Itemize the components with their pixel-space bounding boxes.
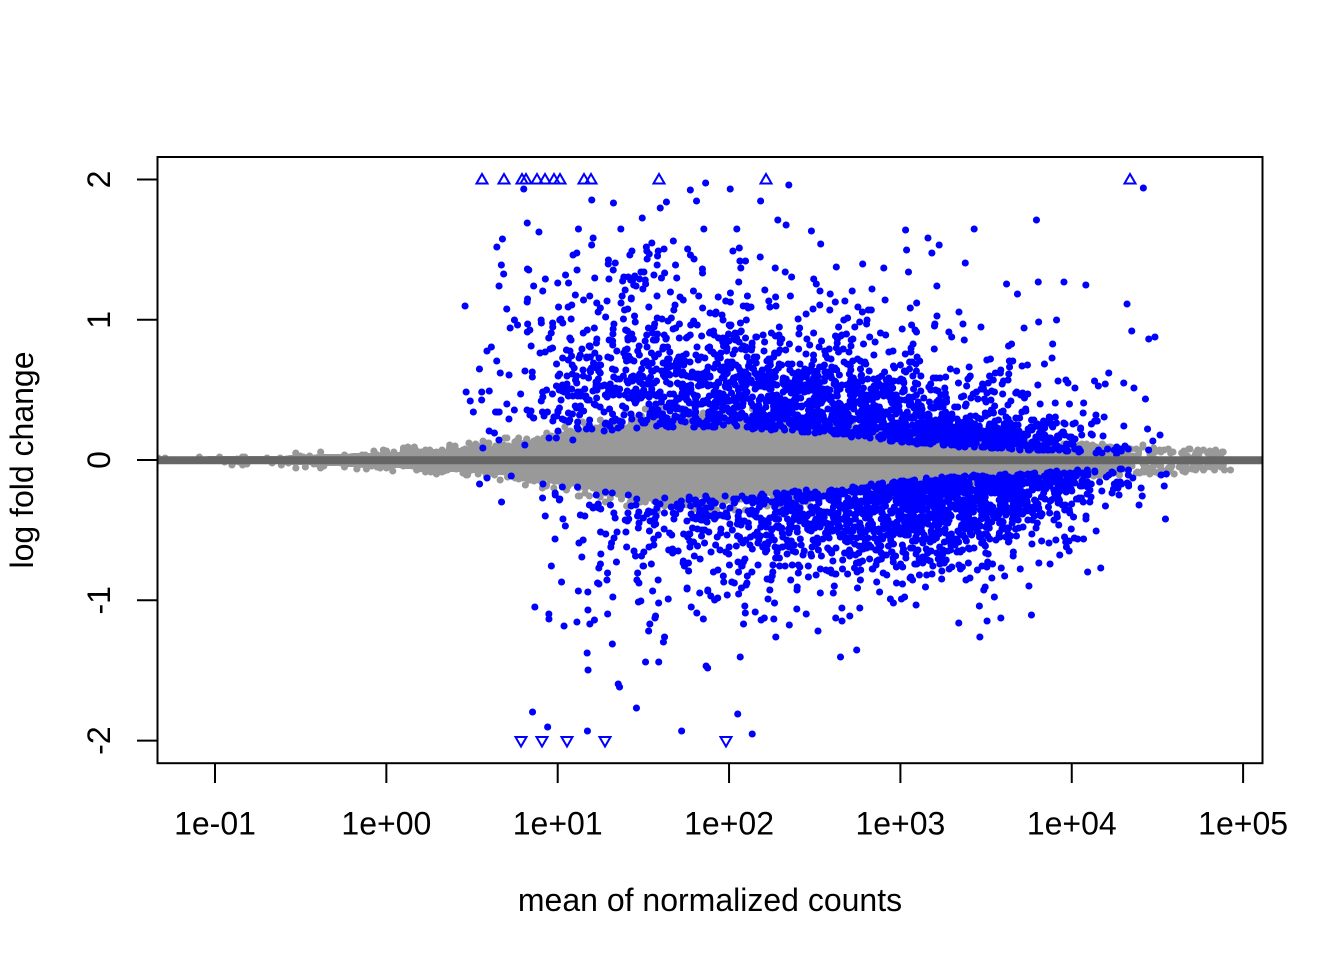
svg-text:log fold change: log fold change: [4, 351, 40, 568]
svg-text:mean of normalized counts: mean of normalized counts: [518, 882, 902, 918]
svg-text:0: 0: [81, 451, 117, 469]
svg-text:-1: -1: [81, 586, 117, 614]
svg-text:1e+02: 1e+02: [684, 806, 774, 842]
svg-text:1e+00: 1e+00: [341, 806, 431, 842]
svg-text:1e+05: 1e+05: [1198, 806, 1288, 842]
svg-text:1: 1: [81, 311, 117, 329]
svg-text:1e+03: 1e+03: [855, 806, 945, 842]
svg-text:1e+01: 1e+01: [513, 806, 603, 842]
svg-text:1e-01: 1e-01: [174, 806, 256, 842]
svg-text:2: 2: [81, 171, 117, 189]
svg-text:-2: -2: [81, 726, 117, 754]
svg-text:1e+04: 1e+04: [1027, 806, 1117, 842]
